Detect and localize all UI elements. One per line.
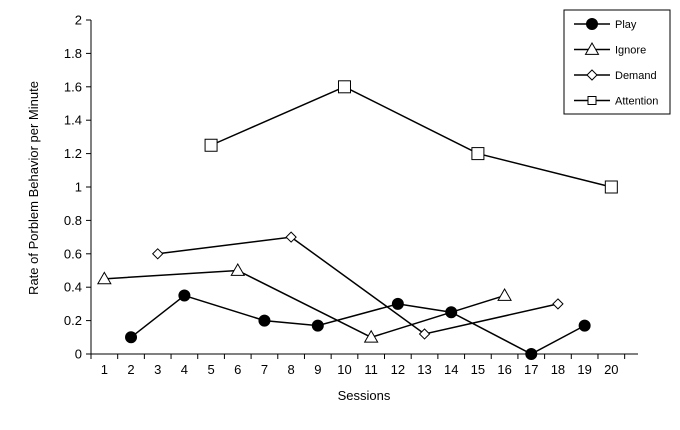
x-tick-label: 9 [314,362,321,377]
series-demand [152,231,564,340]
x-tick-label: 13 [417,362,431,377]
y-tick-label: 1 [75,180,82,195]
data-point-play [125,331,138,344]
x-tick-label: 2 [127,362,134,377]
x-tick-label: 20 [604,362,618,377]
series-line-demand [157,236,559,335]
y-tick-label: 0.8 [64,213,82,228]
series-line-attention [210,85,612,188]
y-tick-label: 1.6 [64,79,82,94]
data-point-play [178,289,191,302]
y-tick-label: 0.4 [64,280,82,295]
legend-marker [584,41,600,55]
axes: 00.20.40.60.811.21.41.61.821 2 3 4 5 6 7 8 9 10 11… [64,13,638,377]
data-point-demand [285,231,297,243]
x-tick-label: 4 [181,362,188,377]
y-tick-label: 1.4 [64,113,82,128]
legend: Play Ignore Demand Attention [563,9,671,115]
data-point-play [578,319,591,332]
legend-marker [587,96,597,105]
data-point-play [311,319,324,332]
legend-box [563,9,671,115]
data-point-attention [471,147,485,161]
x-tick-label: 12 [391,362,405,377]
data-point-play [525,348,538,360]
data-point-ignore [96,271,112,285]
series-line-play [130,294,585,355]
legend-label: Ignore [615,45,646,57]
x-tick-label: 6 [234,362,241,377]
data-point-attention [337,80,351,94]
data-point-attention [204,138,218,152]
x-axis-label: Sessions [338,388,391,403]
x-tick-label: 10 [337,362,351,377]
data-point-attention [604,180,618,194]
y-axis-label: Rate of Porblem Behavior per Minute [26,81,41,295]
data-point-demand [552,298,564,310]
legend-label: Demand [615,70,657,82]
x-tick-label: 18 [551,362,565,377]
x-tick-label: 8 [288,362,295,377]
series-attention [204,80,618,194]
series [96,80,618,360]
x-tick-label: 17 [524,362,538,377]
series-ignore [96,262,512,343]
x-tick-label: 3 [154,362,161,377]
data-point-ignore [497,288,512,301]
data-point-ignore [230,262,246,276]
x-tick-label: 11 [364,362,378,377]
y-tick-label: 0 [75,347,82,362]
data-point-play [258,314,271,327]
legend-marker [586,69,598,81]
y-tick-label: 2 [75,13,82,28]
x-tick-label: 5 [207,362,214,377]
legend-label: Play [615,19,637,31]
x-tick-label: 16 [497,362,511,377]
data-point-demand [418,328,431,340]
x-tick-label: 7 [261,362,268,377]
series-play [125,289,591,360]
series-line-ignore [104,269,505,339]
legend-marker [586,18,598,30]
y-tick-label: 1.8 [64,46,82,61]
y-tick-label: 0.6 [64,246,82,261]
y-tick-label: 1.2 [64,146,82,161]
legend-label: Attention [615,96,658,108]
x-tick-label: 1 [101,362,108,377]
x-tick-label: 15 [471,362,485,377]
data-point-ignore [363,329,379,343]
y-axis-label-group: Rate of Porblem Behavior per Minute [26,81,41,295]
y-tick-label: 0.2 [64,313,82,328]
data-point-demand [152,248,164,260]
data-point-play [391,297,404,310]
x-tick-label: 14 [444,362,458,377]
x-tick-label: 19 [577,362,591,377]
